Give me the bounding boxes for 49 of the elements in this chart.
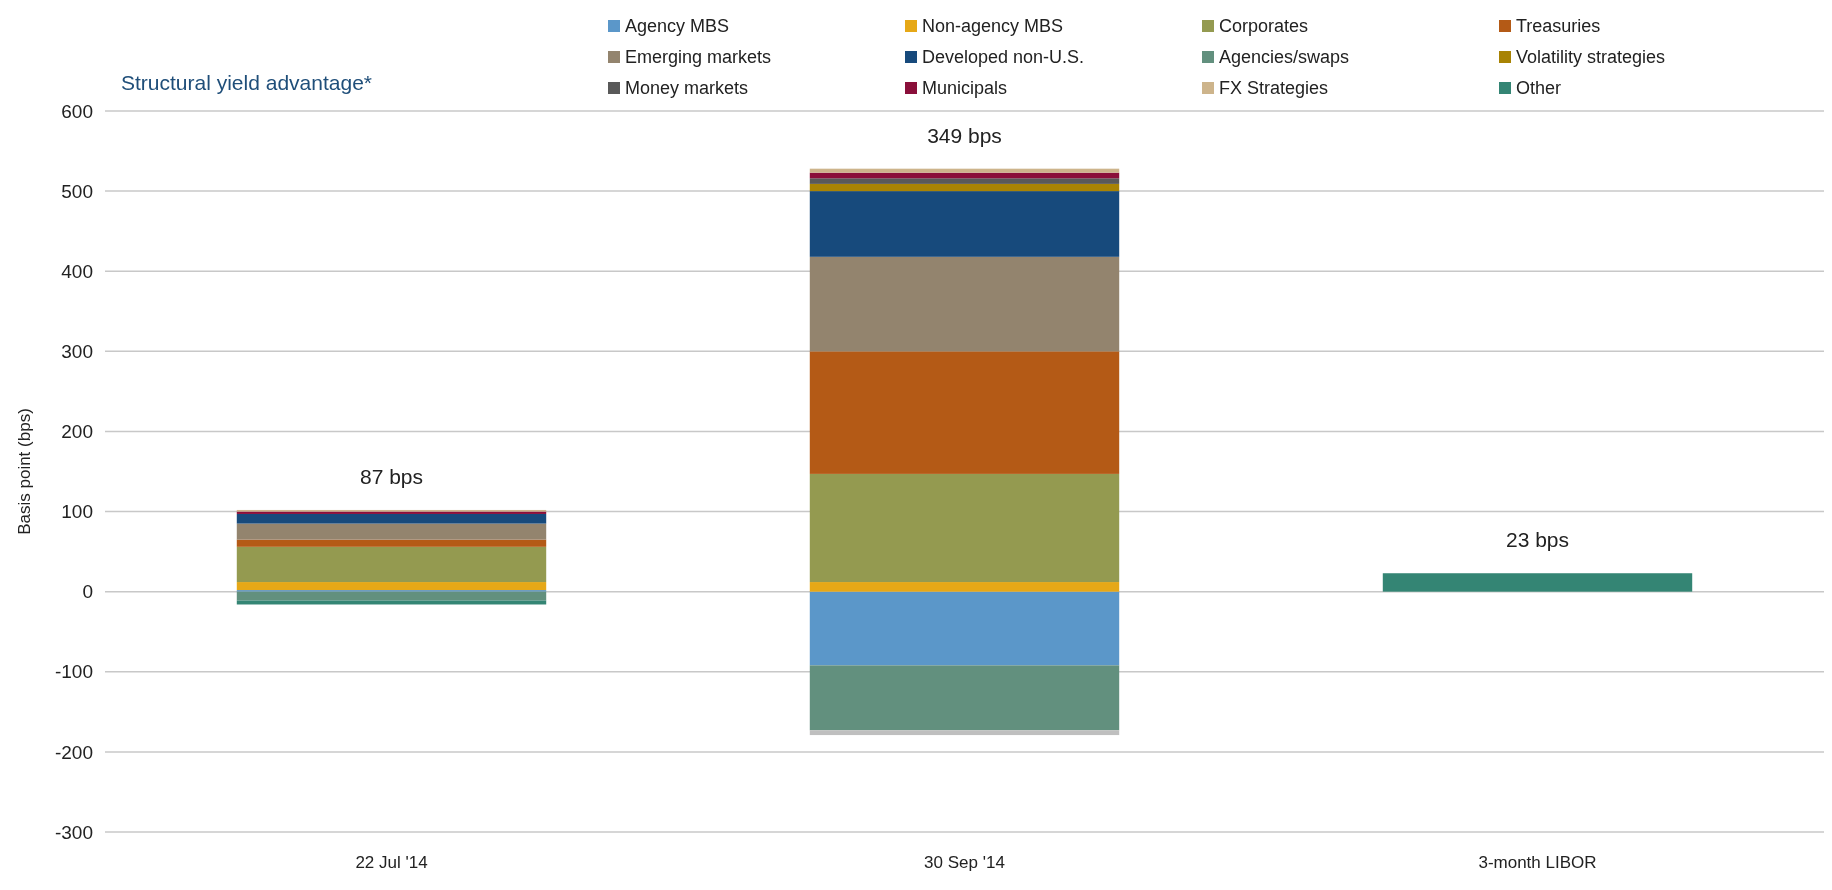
y-tick-label: 100 <box>61 501 93 523</box>
bar <box>809 168 1120 173</box>
bar <box>809 351 1120 474</box>
chart-title: Structural yield advantage* <box>121 71 372 94</box>
legend-label: Agencies/swaps <box>1219 47 1350 68</box>
bar <box>236 513 547 524</box>
legend-label: Volatility strategies <box>1516 47 1666 68</box>
bar <box>809 191 1120 257</box>
legend-label: Agency MBS <box>625 16 730 37</box>
y-tick-label: -100 <box>54 661 93 683</box>
bar <box>1382 573 1693 592</box>
y-tick-label: 600 <box>61 100 93 122</box>
legend-label: Money markets <box>625 78 749 99</box>
y-tick-label: 400 <box>61 260 93 282</box>
bar <box>236 539 547 547</box>
y-tick-label: 300 <box>61 340 93 362</box>
legend-label: Developed non-U.S. <box>922 47 1085 68</box>
total-label: 87 bps <box>359 464 424 488</box>
bar <box>236 582 547 591</box>
bar <box>809 183 1120 192</box>
x-tick-label: 3-month LIBOR <box>1478 853 1597 872</box>
bar <box>809 582 1120 592</box>
legend-label: Municipals <box>922 78 1008 99</box>
y-tick-label: -200 <box>54 741 93 763</box>
legend-label: Other <box>1516 78 1562 99</box>
bar <box>809 256 1120 352</box>
y-tick-label: 500 <box>61 180 93 202</box>
y-axis-title: Basis point (bps) <box>15 408 34 535</box>
bar <box>236 591 547 601</box>
bar <box>236 523 547 540</box>
bar <box>809 591 1120 666</box>
bar <box>236 546 547 583</box>
y-tick-label: 200 <box>61 421 93 443</box>
y-tick-label: -300 <box>54 821 93 843</box>
legend-label: FX Strategies <box>1219 78 1329 99</box>
total-label: 349 bps <box>927 123 1002 147</box>
total-label: 23 bps <box>1505 528 1570 552</box>
bar <box>236 600 547 605</box>
legend-label: Corporates <box>1219 16 1309 37</box>
x-tick-label: 22 Jul '14 <box>355 853 428 872</box>
x-tick-label: 30 Sep '14 <box>924 853 1005 872</box>
legend-label: Treasuries <box>1516 16 1601 37</box>
legend-label: Non-agency MBS <box>922 16 1064 37</box>
bar <box>809 665 1120 731</box>
y-tick-label: 0 <box>82 581 93 603</box>
bar <box>809 730 1120 736</box>
bar <box>809 473 1120 583</box>
legend-label: Emerging markets <box>625 47 772 68</box>
bar <box>809 178 1120 184</box>
